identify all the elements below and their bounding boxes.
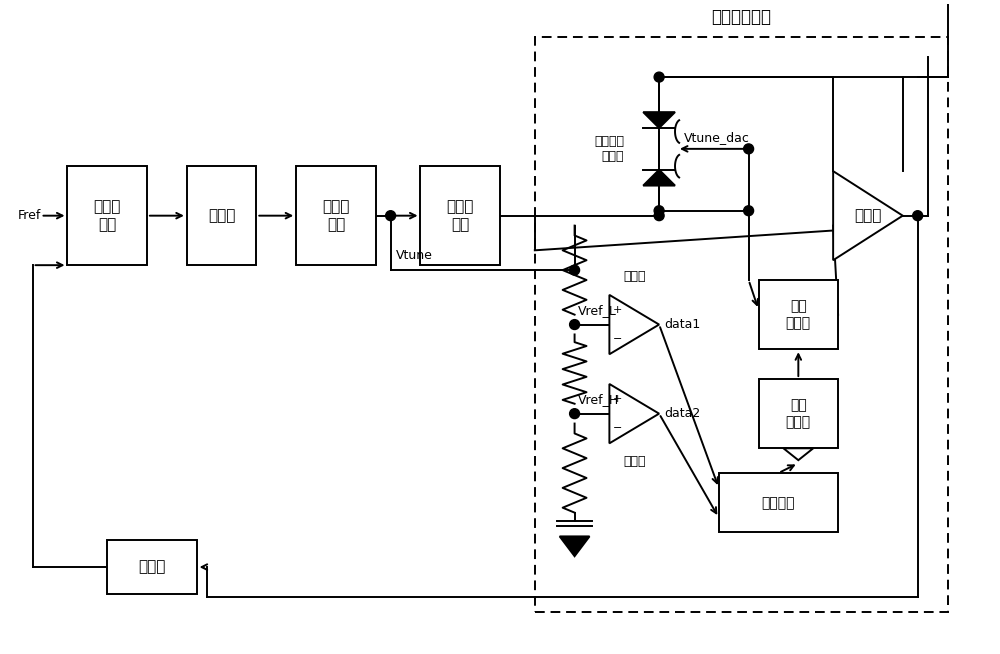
Circle shape	[654, 72, 664, 82]
Text: Vref_L: Vref_L	[578, 303, 616, 317]
Text: +: +	[613, 305, 622, 315]
Bar	[759, 379, 838, 448]
Text: Vtune: Vtune	[396, 249, 432, 262]
Text: data1: data1	[664, 318, 700, 331]
Circle shape	[386, 211, 396, 220]
Bar	[420, 166, 500, 265]
Bar	[535, 37, 948, 611]
Text: 温度补偿
变容管: 温度补偿 变容管	[594, 135, 624, 163]
Text: −: −	[613, 334, 622, 345]
Text: Fref: Fref	[18, 209, 41, 222]
Polygon shape	[609, 384, 659, 443]
Circle shape	[654, 211, 664, 220]
Text: 分频器: 分频器	[138, 560, 166, 575]
Polygon shape	[643, 112, 675, 128]
Polygon shape	[783, 448, 813, 460]
Circle shape	[744, 144, 754, 154]
Text: +: +	[613, 394, 622, 404]
Text: data2: data2	[664, 407, 700, 420]
Text: 数模
转换器: 数模 转换器	[786, 398, 811, 429]
Bar	[107, 540, 197, 594]
Polygon shape	[609, 295, 659, 354]
Text: 数字电路: 数字电路	[762, 496, 795, 509]
Text: −: −	[613, 424, 622, 434]
Text: 鉴频鉴
相器: 鉴频鉴 相器	[94, 199, 121, 232]
Text: 环路滤
波器: 环路滤 波器	[322, 199, 350, 232]
Text: Vref_H: Vref_H	[578, 393, 619, 405]
Polygon shape	[833, 171, 903, 260]
Text: 压控振
荡器: 压控振 荡器	[447, 199, 474, 232]
Bar	[67, 166, 147, 265]
Bar	[759, 280, 838, 349]
Text: 电荷泵: 电荷泵	[208, 208, 235, 223]
Bar	[187, 166, 256, 265]
Polygon shape	[560, 536, 590, 556]
Circle shape	[744, 206, 754, 216]
Text: 比较器: 比较器	[623, 270, 646, 283]
Text: 温度补偿电路: 温度补偿电路	[711, 8, 771, 26]
Text: 低通
滤波器: 低通 滤波器	[786, 300, 811, 330]
Text: 比较器: 比较器	[623, 455, 646, 468]
Text: 驱动器: 驱动器	[854, 208, 882, 223]
Circle shape	[570, 265, 580, 275]
Text: Vtune_dac: Vtune_dac	[684, 131, 750, 144]
Bar	[719, 473, 838, 532]
Bar	[296, 166, 376, 265]
Polygon shape	[643, 170, 675, 186]
Circle shape	[654, 206, 664, 216]
Circle shape	[570, 409, 580, 419]
Circle shape	[913, 211, 923, 220]
Circle shape	[570, 320, 580, 330]
